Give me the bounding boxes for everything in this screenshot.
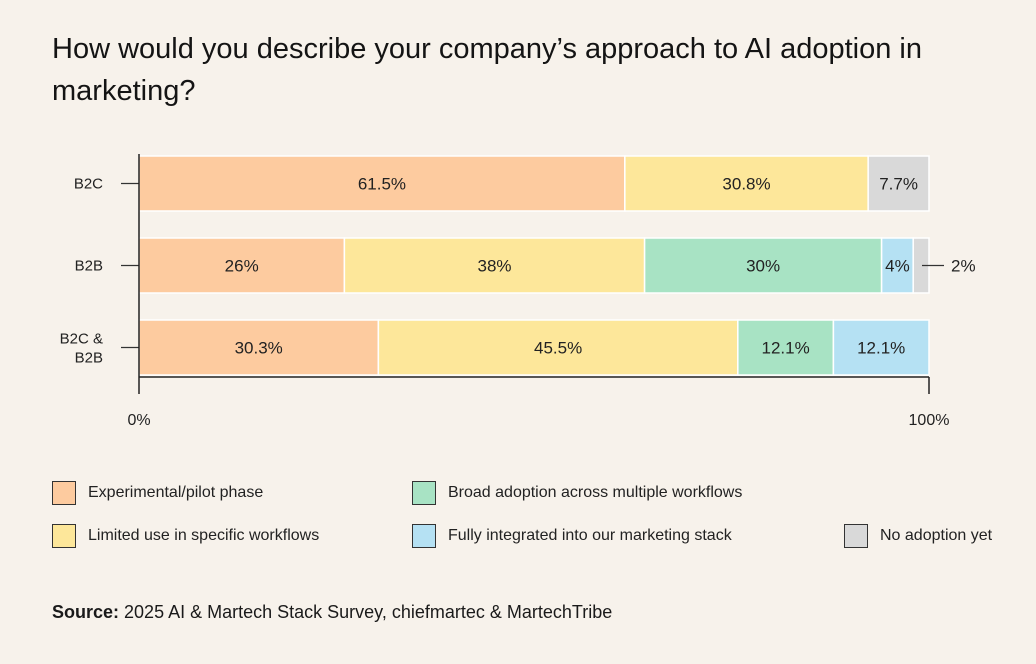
bar-b2c-b2b-integrated	[832, 319, 930, 376]
source-note: Source: 2025 AI & Martech Stack Survey, …	[52, 602, 612, 623]
data-label-b2c-b2b-broad: 12.1%	[762, 339, 810, 358]
legend-swatch-limited	[52, 524, 76, 548]
legend-item-none: No adoption yet	[844, 524, 992, 548]
chart-title: How would you describe your company’s ap…	[52, 33, 922, 107]
data-label-b2b-limited: 38%	[477, 257, 511, 276]
legend-item-experimental: Experimental/pilot phase	[52, 481, 263, 505]
y-tick-label-b2b: B2B	[75, 258, 103, 275]
legend-label-limited: Limited use in specific workflows	[88, 527, 320, 544]
data-label-b2b-integrated: 4%	[885, 257, 910, 276]
bar-b2c-b2b-limited	[377, 319, 739, 376]
data-label-b2c-b2b-experimental: 30.3%	[235, 339, 283, 358]
y-tick-label-b2c: B2C	[74, 176, 103, 193]
legend-swatch-integrated	[412, 524, 436, 548]
source-label: Source:	[52, 602, 120, 622]
stacked-bar-chart: 61.5% 30.8% 7.7% B2C 26% 38% 30% 4% 2% B2B 30.3% 45…	[60, 154, 976, 429]
annotation-label-b2b-none: 2%	[951, 257, 976, 276]
data-label-b2c-b2b-integrated: 12.1%	[857, 339, 905, 358]
legend-label-broad: Broad adoption across multiple workflows	[448, 484, 743, 501]
source-text: 2025 AI & Martech Stack Survey, chiefmar…	[119, 602, 613, 622]
x-tick-label-0: 0%	[127, 412, 150, 429]
legend-label-none: No adoption yet	[880, 527, 993, 544]
legend-label-experimental: Experimental/pilot phase	[88, 484, 264, 501]
legend-item-limited: Limited use in specific workflows	[52, 524, 319, 548]
data-label-b2c-experimental: 61.5%	[358, 175, 406, 194]
legend-item-integrated: Fully integrated into our marketing stac…	[412, 524, 732, 548]
legend-swatch-broad	[412, 481, 436, 505]
legend-swatch-none	[844, 524, 868, 548]
data-label-b2c-none: 7.7%	[879, 175, 918, 194]
data-label-b2c-b2b-limited: 45.5%	[534, 339, 582, 358]
bar-b2c-none	[867, 155, 930, 212]
bar-b2c-experimental	[138, 155, 626, 212]
legend-swatch-experimental	[52, 481, 76, 505]
y-tick-label-b2c-b2b: B2C & B2B	[60, 331, 103, 367]
data-label-b2b-experimental: 26%	[225, 257, 259, 276]
bar-b2c-b2b-broad	[737, 319, 835, 376]
bar-b2b-limited	[343, 237, 646, 294]
bar-b2b-broad	[643, 237, 883, 294]
legend-label-integrated: Fully integrated into our marketing stac…	[448, 527, 732, 544]
legend-item-broad: Broad adoption across multiple workflows	[412, 481, 742, 505]
data-label-b2c-limited: 30.8%	[722, 175, 770, 194]
data-label-b2b-broad: 30%	[746, 257, 780, 276]
x-tick-label-100: 100%	[909, 412, 950, 429]
